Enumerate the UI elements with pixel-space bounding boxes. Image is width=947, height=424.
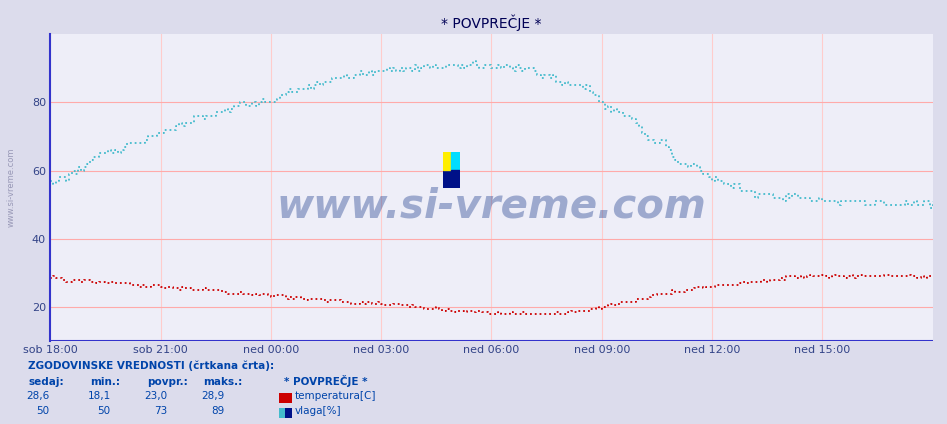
Text: 50: 50 <box>36 406 49 416</box>
Text: temperatura[C]: temperatura[C] <box>295 391 376 402</box>
Text: 50: 50 <box>98 406 111 416</box>
Text: 89: 89 <box>211 406 224 416</box>
Bar <box>452 152 460 170</box>
Bar <box>443 170 452 187</box>
Text: 28,9: 28,9 <box>201 391 224 402</box>
Text: www.si-vreme.com: www.si-vreme.com <box>277 186 706 226</box>
Bar <box>443 152 452 170</box>
Text: 73: 73 <box>154 406 168 416</box>
Bar <box>452 170 460 187</box>
Text: ZGODOVINSKE VREDNOSTI (črtkana črta):: ZGODOVINSKE VREDNOSTI (črtkana črta): <box>28 360 275 371</box>
Text: povpr.:: povpr.: <box>147 377 188 387</box>
Text: 23,0: 23,0 <box>145 391 168 402</box>
Text: sedaj:: sedaj: <box>28 377 64 387</box>
Text: min.:: min.: <box>90 377 120 387</box>
Text: vlaga[%]: vlaga[%] <box>295 406 341 416</box>
Text: 28,6: 28,6 <box>26 391 49 402</box>
Text: 18,1: 18,1 <box>87 391 111 402</box>
Text: www.si-vreme.com: www.si-vreme.com <box>7 148 16 227</box>
Text: maks.:: maks.: <box>204 377 242 387</box>
Title: * POVPREČJE *: * POVPREČJE * <box>441 15 542 31</box>
Text: * POVPREČJE *: * POVPREČJE * <box>284 374 367 387</box>
